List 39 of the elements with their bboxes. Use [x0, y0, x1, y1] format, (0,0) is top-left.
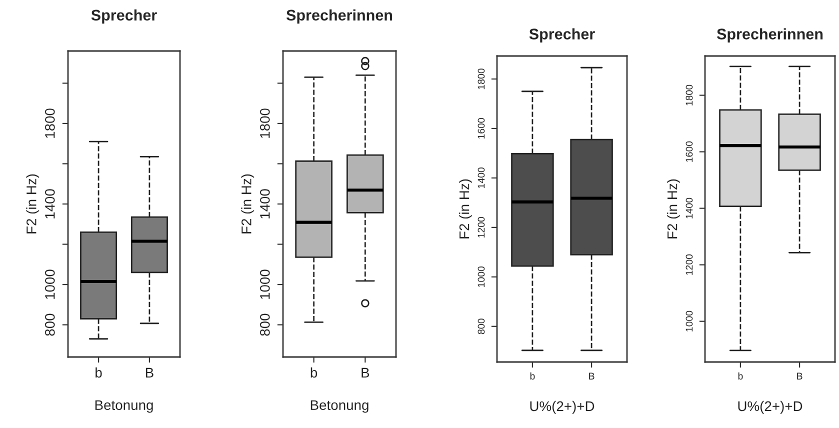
x-tick-label: B [362, 368, 370, 378]
y-tick-label: 800 [478, 318, 485, 334]
y-tick-label: 1200 [686, 254, 693, 275]
y-tick-label: 1400 [478, 168, 485, 188]
x-tick-label: B [797, 372, 802, 380]
y-tick-label: 1400 [686, 198, 693, 218]
y-axis-title: F2 (in Hz) [241, 174, 254, 234]
x-tick-label: B [146, 368, 154, 378]
chart-title: Sprecherinnen [286, 9, 392, 24]
y-tick-label: 1800 [478, 68, 485, 90]
y-tick-label: 1800 [686, 84, 693, 106]
y-tick-label: 1200 [478, 216, 485, 238]
y-tick-label: 1800 [45, 108, 55, 138]
y-tick-label: 1400 [45, 189, 55, 218]
chart-title: Sprecherinnen [716, 28, 823, 43]
chart-title: Sprecher [529, 28, 595, 43]
y-tick-label: 1400 [260, 189, 270, 218]
chart-title: Sprecher [91, 9, 157, 24]
y-axis-title: F2 (in Hz) [667, 179, 680, 238]
y-tick-label: 800 [260, 314, 270, 336]
y-tick-label: 1000 [260, 270, 270, 299]
x-axis-title: U%(2+)+D [738, 400, 802, 414]
y-tick-label: 1000 [686, 310, 693, 332]
y-tick-label: 1600 [686, 141, 693, 162]
x-axis-title: U%(2+)+D [530, 400, 594, 414]
x-axis-title: Betonung [310, 400, 368, 413]
y-tick-label: 1000 [45, 270, 55, 299]
x-tick-label: b [96, 367, 102, 378]
x-tick-label: B [589, 372, 594, 380]
x-axis-title: Betonung [95, 400, 153, 413]
x-tick-label: b [738, 372, 743, 380]
y-tick-label: 1000 [478, 266, 485, 287]
y-axis-title: F2 (in Hz) [459, 179, 472, 238]
y-axis-title: F2 (in Hz) [26, 174, 40, 234]
y-tick-label: 1800 [260, 108, 270, 138]
y-tick-label: 1600 [478, 118, 485, 139]
x-tick-label: b [310, 367, 318, 378]
x-tick-label: b [530, 372, 535, 380]
y-tick-label: 800 [45, 314, 55, 336]
